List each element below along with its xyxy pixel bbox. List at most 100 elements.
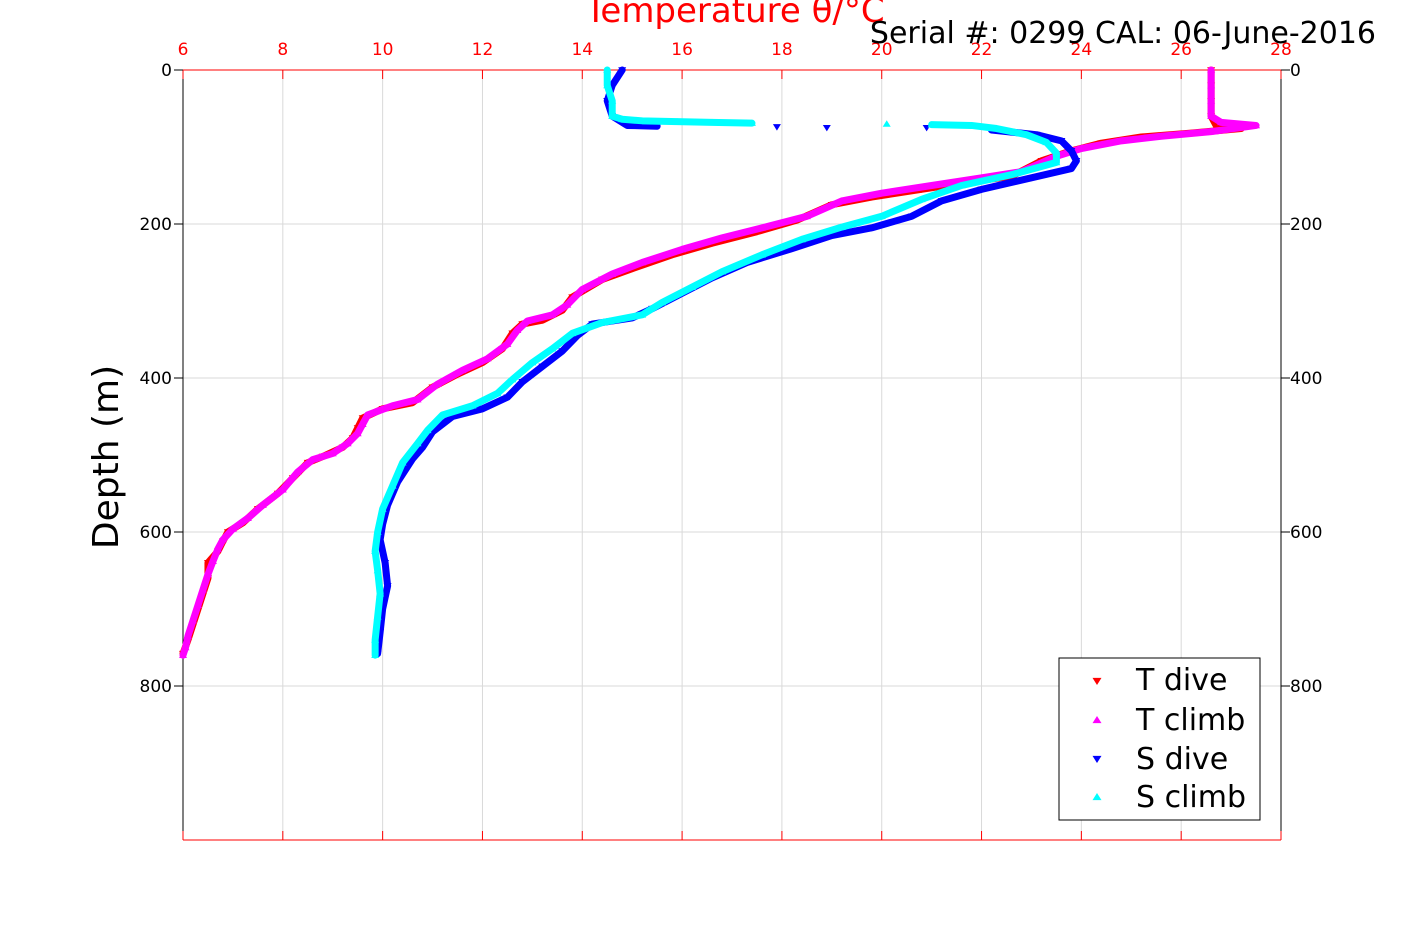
data-point xyxy=(478,406,487,413)
data-point xyxy=(957,181,966,189)
data-point xyxy=(1252,121,1261,129)
x-tick-label: 28 xyxy=(1270,40,1292,60)
data-point xyxy=(243,514,252,521)
chart-subtitle: Serial #: 0299 CAL: 06-June-2016 xyxy=(870,16,1376,51)
data-point xyxy=(358,420,367,427)
data-point xyxy=(673,117,682,125)
data-point xyxy=(548,311,557,318)
data-point xyxy=(413,439,422,447)
data-point xyxy=(708,118,717,126)
data-point xyxy=(558,348,567,355)
data-series xyxy=(179,66,1261,659)
data-point xyxy=(1207,112,1216,119)
data-point xyxy=(802,212,811,220)
data-point xyxy=(718,234,727,241)
data-point xyxy=(608,97,617,104)
data-point xyxy=(179,651,187,658)
data-point xyxy=(1207,97,1216,104)
data-point xyxy=(398,459,407,466)
data-point xyxy=(1057,138,1066,145)
data-point xyxy=(188,616,197,624)
data-point xyxy=(1067,165,1076,173)
data-point xyxy=(618,67,627,74)
data-point xyxy=(658,298,667,306)
data-point xyxy=(1117,137,1126,144)
data-point xyxy=(513,326,522,334)
data-point xyxy=(213,545,222,552)
data-point xyxy=(328,449,337,457)
legend-label-s-dive: S dive xyxy=(1136,742,1228,777)
data-point xyxy=(598,318,607,326)
x-tick-label: 14 xyxy=(571,40,593,60)
data-point xyxy=(917,195,926,203)
data-point xyxy=(528,359,537,366)
x-tick-label: 8 xyxy=(277,40,288,60)
data-point xyxy=(353,429,362,437)
data-point xyxy=(678,245,687,253)
y-tick-label-left: 800 xyxy=(140,677,172,697)
data-point xyxy=(563,301,572,308)
data-point xyxy=(822,124,831,132)
legend: T dive T climb S dive S climb xyxy=(1058,657,1261,821)
data-point xyxy=(1052,149,1061,156)
data-point xyxy=(198,586,207,593)
x-tick-label: 6 xyxy=(178,40,189,60)
data-point xyxy=(907,213,916,220)
x-tick-label: 24 xyxy=(1071,40,1093,60)
y-tick-label-left: 600 xyxy=(140,523,172,543)
data-point xyxy=(608,112,617,119)
legend-label-s-climb: S climb xyxy=(1136,780,1246,815)
y-tick-label-left: 0 xyxy=(161,61,172,81)
x-tick-label: 12 xyxy=(472,40,494,60)
data-point xyxy=(638,311,647,318)
data-point xyxy=(438,411,447,418)
data-point xyxy=(1027,175,1036,182)
data-point xyxy=(1067,148,1076,155)
data-point xyxy=(772,124,781,131)
series-t-climb xyxy=(179,66,1261,659)
y-tick-label-right: 800 xyxy=(1290,677,1322,697)
y-tick-label-right: 0 xyxy=(1290,61,1301,81)
data-point xyxy=(1022,131,1031,138)
data-point xyxy=(388,402,397,409)
data-point xyxy=(578,285,587,293)
data-point xyxy=(877,212,886,220)
legend-label-t-climb: T climb xyxy=(1135,703,1245,738)
y-axis-label: Depth (m) xyxy=(86,365,127,549)
data-point xyxy=(603,66,612,73)
data-point xyxy=(383,583,392,590)
data-point xyxy=(1207,128,1216,135)
data-point xyxy=(373,566,382,574)
data-point xyxy=(373,528,382,535)
legend-marker xyxy=(1092,755,1102,764)
data-point xyxy=(757,224,766,231)
data-point xyxy=(523,317,532,324)
data-point xyxy=(423,426,432,434)
legend-label-t-dive: T dive xyxy=(1135,663,1227,698)
data-point xyxy=(538,363,547,371)
data-point xyxy=(877,189,886,196)
data-point xyxy=(1217,118,1226,126)
data-point xyxy=(837,197,846,204)
legend-marker xyxy=(1092,715,1102,724)
data-point xyxy=(1207,66,1216,73)
data-point xyxy=(508,375,517,383)
data-point xyxy=(618,115,627,123)
x-tick-label: 10 xyxy=(372,40,394,60)
data-point xyxy=(518,379,527,386)
data-point xyxy=(381,560,390,567)
data-point xyxy=(688,283,697,290)
data-point xyxy=(927,121,936,128)
data-point xyxy=(548,345,557,352)
plot-frame xyxy=(182,69,1282,841)
legend-box xyxy=(1058,657,1261,821)
x-tick-label: 20 xyxy=(871,40,893,60)
data-point xyxy=(992,124,1001,132)
data-point xyxy=(193,601,202,608)
data-point xyxy=(867,225,876,232)
data-point xyxy=(608,270,617,277)
data-point xyxy=(1042,138,1051,146)
data-point xyxy=(388,482,397,489)
